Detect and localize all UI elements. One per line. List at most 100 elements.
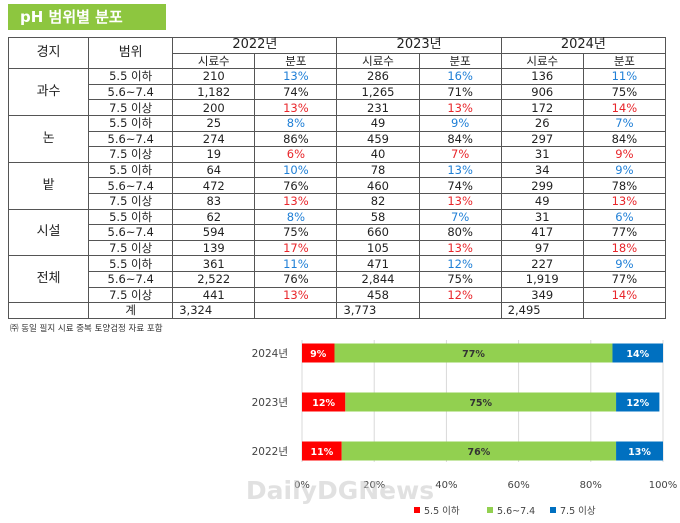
subheader-distribution: 분포: [582, 52, 667, 70]
total-blank-cell: [7, 302, 90, 319]
group-label: 밭: [7, 161, 90, 210]
legend-label: 5.6~7.4: [497, 506, 535, 517]
legend-swatch: [487, 507, 493, 513]
data-label: 12%: [312, 398, 335, 409]
distribution-cell: 18%: [582, 239, 667, 257]
table-row: 5.6~7.4 2,522 76% 2,844 75% 1,919 77%: [9, 270, 667, 288]
bar-segment: [302, 441, 342, 461]
total-count-cell: 2,495: [500, 302, 584, 319]
sample-count-cell: 49: [336, 114, 420, 132]
data-label: 76%: [468, 447, 491, 458]
sample-count-cell: 26: [500, 114, 584, 132]
distribution-cell: 75%: [254, 224, 338, 241]
table-row: 과수 5.5 이하 210 13% 286 16% 136 11%: [7, 68, 667, 116]
table-row: 7.5 이상 19 6% 40 7% 31 9%: [9, 146, 667, 163]
sample-count-cell: 594: [172, 224, 256, 241]
footnote: ㈜ 동일 필지 시료 중복 토양검정 자료 포함: [10, 324, 163, 334]
header-year-2022: 2022년: [172, 37, 338, 54]
distribution-cell: 76%: [254, 270, 338, 288]
range-cell: 5.6~7.4: [88, 177, 174, 194]
bar-segment: [616, 392, 660, 412]
sample-count-cell: 231: [336, 99, 420, 116]
header-cropland: 경지: [7, 36, 90, 70]
sample-count-cell: 25: [172, 114, 256, 132]
group-label: 논: [7, 114, 90, 163]
bar-segment: [302, 392, 346, 412]
table-row: 7.5 이상 200 13% 231 13% 172 14%: [9, 99, 667, 116]
data-label: 77%: [462, 349, 485, 360]
distribution-cell: 16%: [418, 68, 502, 85]
distribution-cell: 7%: [582, 114, 667, 132]
table-row: 5.6~7.4 274 86% 459 84% 297 84%: [9, 130, 667, 148]
sample-count-cell: 210: [172, 68, 256, 85]
range-cell: 5.6~7.4: [88, 270, 174, 288]
range-cell: 7.5 이상: [88, 99, 174, 116]
data-label: 12%: [626, 398, 649, 409]
bar-segment: [345, 392, 617, 412]
legend-label: 7.5 이상: [560, 506, 596, 517]
distribution-cell: 6%: [582, 208, 667, 226]
y-category-label: 2024년: [252, 348, 288, 360]
range-cell: 7.5 이상: [88, 239, 174, 257]
x-tick-label: 20%: [363, 480, 385, 491]
data-label: 9%: [310, 349, 327, 360]
total-count-cell: 3,324: [172, 302, 256, 319]
bar-segment: [616, 441, 663, 461]
bar-segment: [302, 343, 335, 363]
distribution-cell: 12%: [418, 286, 502, 304]
distribution-cell: 13%: [254, 192, 338, 210]
sample-count-cell: 361: [172, 255, 256, 272]
total-row: 계 3,324 3,773 2,495: [7, 302, 667, 319]
legend-swatch: [550, 507, 556, 513]
range-cell: 7.5 이상: [88, 286, 174, 304]
total-blank-cell: [418, 302, 502, 319]
group-label: 시설: [7, 208, 90, 257]
y-category-label: 2022년: [252, 446, 288, 458]
distribution-cell: 8%: [254, 208, 338, 226]
range-cell: 5.5 이하: [88, 161, 174, 179]
data-label: 13%: [628, 447, 651, 458]
distribution-cell: 6%: [254, 146, 338, 163]
table-row: 전체 5.5 이하 361 11% 471 12% 227 9%: [7, 255, 667, 304]
distribution-cell: 13%: [254, 99, 338, 116]
distribution-cell: 13%: [418, 239, 502, 257]
distribution-cell: 77%: [582, 270, 667, 288]
table-row: 5.6~7.4 594 75% 660 80% 417 77%: [9, 224, 667, 241]
bar-segment: [341, 441, 617, 461]
distribution-cell: 7%: [418, 208, 502, 226]
table-row: 시설 5.5 이하 62 8% 58 7% 31 6%: [7, 208, 667, 257]
legend-label: 5.5 이하: [424, 505, 460, 517]
watermark: DailyDGNews: [246, 476, 434, 505]
page-title: pH 범위별 분포: [8, 4, 166, 30]
x-tick-label: 60%: [507, 480, 529, 491]
range-cell: 5.5 이하: [88, 208, 174, 226]
subheader-samples: 시료수: [500, 52, 584, 70]
table-row: 7.5 이상 83 13% 82 13% 49 13%: [9, 192, 667, 210]
group-label: 전체: [7, 255, 90, 304]
x-tick-label: 100%: [649, 480, 678, 491]
total-blank-cell: [582, 302, 667, 319]
range-cell: 7.5 이상: [88, 146, 174, 163]
sample-count-cell: 97: [500, 239, 584, 257]
subheader-samples: 시료수: [172, 52, 256, 70]
bar-segment: [334, 343, 613, 363]
ph-distribution-table: 경지 범위 2022년 2023년 2024년 시료수 분포 시료수 분포 시료…: [7, 36, 667, 319]
data-label: 14%: [626, 349, 649, 360]
distribution-cell: 12%: [418, 255, 502, 272]
header-year-2023: 2023년: [336, 37, 502, 54]
subheader-samples: 시료수: [336, 52, 420, 70]
table-body: 과수 5.5 이하 210 13% 286 16% 136 11% 5.6~7.4 1,182 74…: [7, 68, 667, 319]
x-tick-label: 0%: [294, 480, 310, 491]
bar-segment: [612, 343, 663, 363]
distribution-cell: 9%: [582, 161, 667, 179]
group-label: 과수: [7, 68, 90, 116]
table-row: 논 5.5 이하 25 8% 49 9% 26 7%: [7, 114, 667, 163]
header-range: 범위: [88, 36, 174, 70]
y-category-label: 2023년: [252, 397, 288, 409]
x-tick-label: 40%: [435, 480, 457, 491]
x-tick-label: 80%: [580, 480, 602, 491]
data-label: 75%: [469, 398, 492, 409]
sample-count-cell: 274: [172, 130, 256, 148]
table-row: 7.5 이상 139 17% 105 13% 97 18%: [9, 239, 667, 257]
